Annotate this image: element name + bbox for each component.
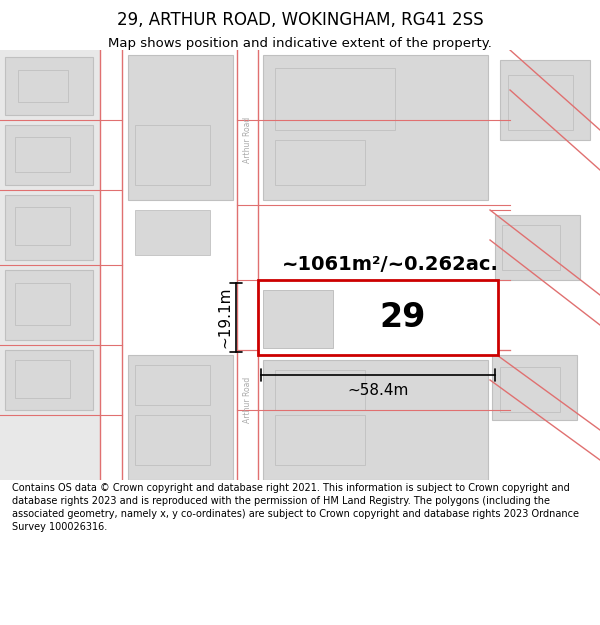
Bar (18, 70, 68, 102)
Text: ~19.1m: ~19.1m (217, 287, 232, 348)
Bar (5, 350, 93, 410)
Bar (0, 50, 100, 480)
Bar (502, 225, 560, 270)
Bar (128, 55, 233, 200)
Text: ~58.4m: ~58.4m (347, 383, 409, 398)
Bar (135, 125, 210, 185)
Text: Contains OS data © Crown copyright and database right 2021. This information is : Contains OS data © Crown copyright and d… (12, 483, 579, 532)
Bar (135, 365, 210, 405)
Bar (5, 195, 93, 260)
Text: ~1061m²/~0.262ac.: ~1061m²/~0.262ac. (281, 256, 499, 274)
Bar (500, 60, 590, 140)
Bar (15, 137, 70, 172)
Bar (275, 140, 365, 185)
Text: Arthur Road: Arthur Road (243, 377, 252, 423)
Bar (5, 125, 93, 185)
Text: Arthur Road: Arthur Road (243, 117, 252, 163)
Bar (500, 367, 560, 412)
Text: Map shows position and indicative extent of the property.: Map shows position and indicative extent… (108, 38, 492, 51)
Bar (15, 283, 70, 325)
Text: 29, ARTHUR ROAD, WOKINGHAM, RG41 2SS: 29, ARTHUR ROAD, WOKINGHAM, RG41 2SS (116, 11, 484, 29)
Bar (275, 68, 395, 130)
Bar (128, 355, 233, 480)
Bar (495, 215, 580, 280)
Bar (275, 370, 365, 410)
Bar (5, 270, 93, 340)
Bar (15, 360, 70, 398)
Bar (275, 415, 365, 465)
Bar (135, 210, 210, 255)
Bar (508, 75, 573, 130)
Bar (263, 360, 488, 480)
Bar (135, 415, 210, 465)
Bar (258, 280, 498, 355)
Bar (492, 355, 577, 420)
Text: 29: 29 (380, 301, 426, 334)
Bar (15, 207, 70, 245)
Bar (5, 57, 93, 115)
Bar (263, 55, 488, 200)
Bar (263, 290, 333, 348)
